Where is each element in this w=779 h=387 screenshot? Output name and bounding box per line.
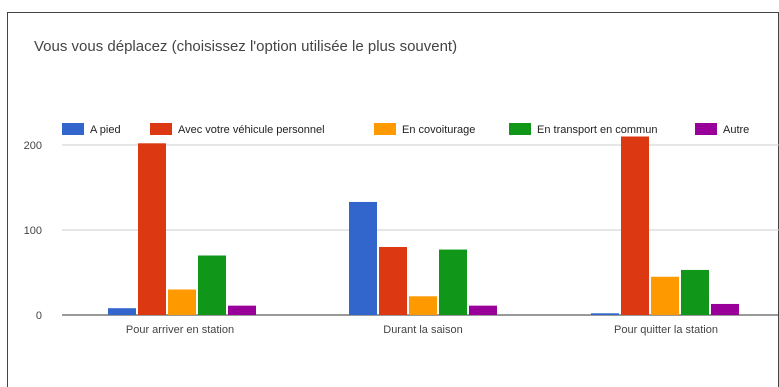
bar [621, 136, 649, 315]
x-tick-label: Pour quitter la station [614, 324, 718, 336]
bar [108, 308, 136, 315]
legend-swatch [509, 123, 531, 135]
bar [681, 269, 709, 315]
legend-label: A pied [90, 124, 121, 136]
bar [469, 305, 497, 315]
y-tick-label: 100 [24, 225, 42, 237]
bars [108, 136, 739, 315]
legend-swatch [150, 123, 172, 135]
bar [228, 305, 256, 315]
chart-title: Vous vous déplacez (choisissez l'option … [34, 38, 458, 55]
legend-swatch [374, 123, 396, 135]
legend: A pied Avec votre véhicule personnel En co… [62, 123, 749, 136]
x-axis-labels: Pour arriver en station Durant la saison P… [126, 324, 718, 336]
y-tick-label: 200 [24, 140, 42, 152]
x-tick-label: Durant la saison [383, 324, 463, 336]
bar [711, 303, 739, 315]
bar [168, 289, 196, 315]
x-tick-label: Pour arriver en station [126, 324, 234, 336]
legend-swatch [62, 123, 84, 135]
y-tick-label: 0 [36, 310, 42, 322]
bar [138, 143, 166, 315]
bar [349, 201, 377, 315]
legend-label: En transport en commun [537, 124, 657, 136]
bar [651, 276, 679, 315]
legend-label: Autre [723, 124, 749, 136]
legend-label: En covoiturage [402, 124, 475, 136]
bar [379, 247, 407, 315]
legend-label: Avec votre véhicule personnel [178, 124, 325, 136]
bar [409, 296, 437, 315]
legend-swatch [695, 123, 717, 135]
bar [591, 313, 619, 315]
bar [198, 255, 226, 315]
bar [439, 249, 467, 315]
y-axis-ticks: 0 100 200 [24, 140, 42, 322]
chart-frame [7, 12, 779, 387]
